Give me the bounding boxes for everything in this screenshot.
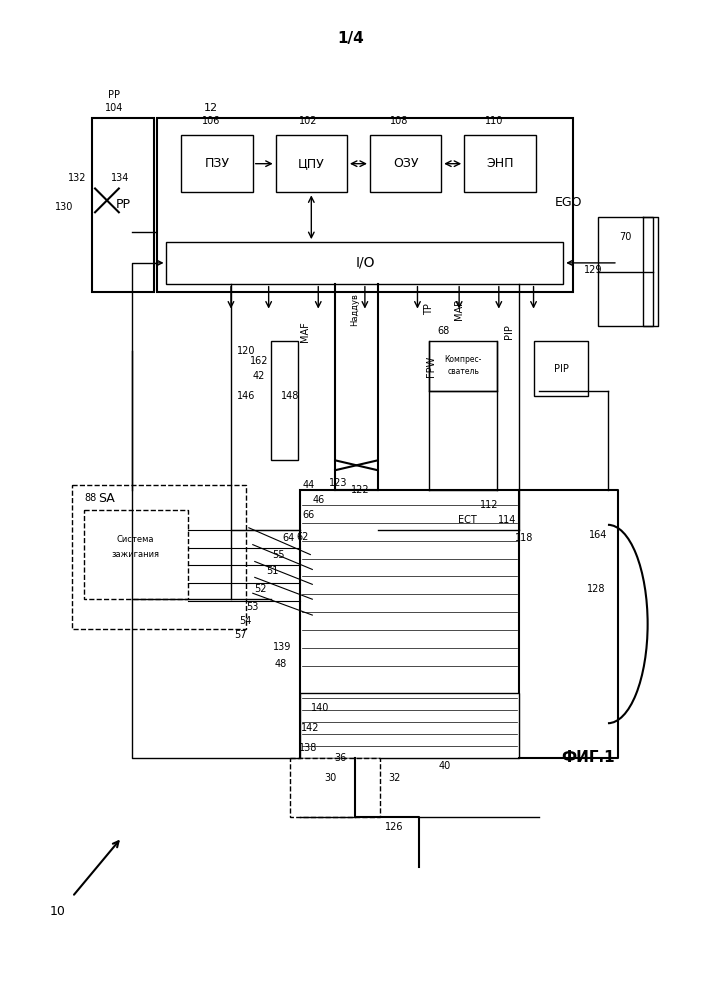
FancyBboxPatch shape [72,485,246,629]
Text: TP: TP [425,304,435,315]
Text: 162: 162 [249,356,268,366]
Text: 46: 46 [312,495,324,505]
Text: 146: 146 [237,391,255,401]
Text: I/O: I/O [355,256,375,270]
Text: 104: 104 [105,103,123,113]
Text: 138: 138 [299,743,317,753]
FancyBboxPatch shape [300,490,519,758]
FancyBboxPatch shape [84,510,188,599]
Text: PP: PP [108,90,120,100]
FancyBboxPatch shape [276,135,347,192]
Text: 132: 132 [68,173,86,183]
Text: 57: 57 [234,630,247,640]
Text: 54: 54 [239,616,252,626]
Text: ЦПУ: ЦПУ [298,157,325,170]
Text: 148: 148 [282,391,300,401]
Text: Система: Система [117,535,154,544]
Text: зажигания: зажигания [112,550,160,559]
Text: ФИГ.1: ФИГ.1 [562,750,615,765]
Text: 55: 55 [272,550,285,560]
Text: 12: 12 [204,103,218,113]
Text: 88: 88 [84,493,96,503]
Text: 10: 10 [49,905,65,918]
FancyBboxPatch shape [300,693,519,758]
Text: 70: 70 [620,232,632,242]
Text: 164: 164 [589,530,607,540]
Text: 36: 36 [334,753,346,763]
Text: 102: 102 [299,116,317,126]
FancyBboxPatch shape [157,118,574,292]
Text: 42: 42 [253,371,265,381]
Text: 130: 130 [55,202,74,212]
FancyBboxPatch shape [430,341,497,391]
Text: SA: SA [98,492,115,505]
Text: EGO: EGO [555,196,582,209]
Text: FPW: FPW [426,355,437,377]
Text: MAF: MAF [300,321,310,342]
Text: 52: 52 [254,584,267,594]
Text: ОЗУ: ОЗУ [393,157,418,170]
FancyBboxPatch shape [166,242,563,284]
Text: 142: 142 [301,723,319,733]
Text: 122: 122 [350,485,369,495]
Text: 53: 53 [246,602,259,612]
Text: 118: 118 [515,533,534,543]
Text: ЭНП: ЭНП [486,157,514,170]
Text: 1/4: 1/4 [338,31,364,46]
Text: 120: 120 [237,346,255,356]
Text: ECT: ECT [458,515,477,525]
Text: 126: 126 [385,822,404,832]
Text: 112: 112 [479,500,498,510]
Text: 114: 114 [498,515,516,525]
FancyBboxPatch shape [271,341,298,460]
FancyBboxPatch shape [598,217,653,326]
Text: 62: 62 [296,532,309,542]
Text: 129: 129 [584,265,602,275]
Text: 110: 110 [484,116,503,126]
Text: MAP: MAP [454,299,464,320]
Text: 140: 140 [311,703,329,713]
Text: 108: 108 [390,116,409,126]
Text: Наддув: Наддув [350,293,359,326]
FancyBboxPatch shape [291,758,380,817]
Text: 64: 64 [282,533,295,543]
Text: РР: РР [115,198,131,211]
Text: Компрес-: Компрес- [444,355,482,364]
Text: 30: 30 [324,773,336,783]
FancyBboxPatch shape [370,135,442,192]
Text: 68: 68 [437,326,449,336]
Text: сватель: сватель [447,367,479,376]
FancyBboxPatch shape [534,341,588,396]
Text: 128: 128 [587,584,605,594]
Text: PIP: PIP [554,364,569,374]
Text: 66: 66 [303,510,314,520]
FancyBboxPatch shape [464,135,536,192]
FancyBboxPatch shape [92,118,154,292]
Text: 32: 32 [388,773,401,783]
Text: 134: 134 [111,173,129,183]
Text: 106: 106 [202,116,220,126]
Text: 48: 48 [274,659,286,669]
Text: 51: 51 [267,566,279,576]
Text: 44: 44 [303,480,314,490]
Text: ПЗУ: ПЗУ [204,157,230,170]
Text: PIP: PIP [504,324,514,339]
Text: 139: 139 [273,642,292,652]
FancyBboxPatch shape [181,135,253,192]
Text: 123: 123 [329,478,347,488]
Text: 40: 40 [438,761,451,771]
